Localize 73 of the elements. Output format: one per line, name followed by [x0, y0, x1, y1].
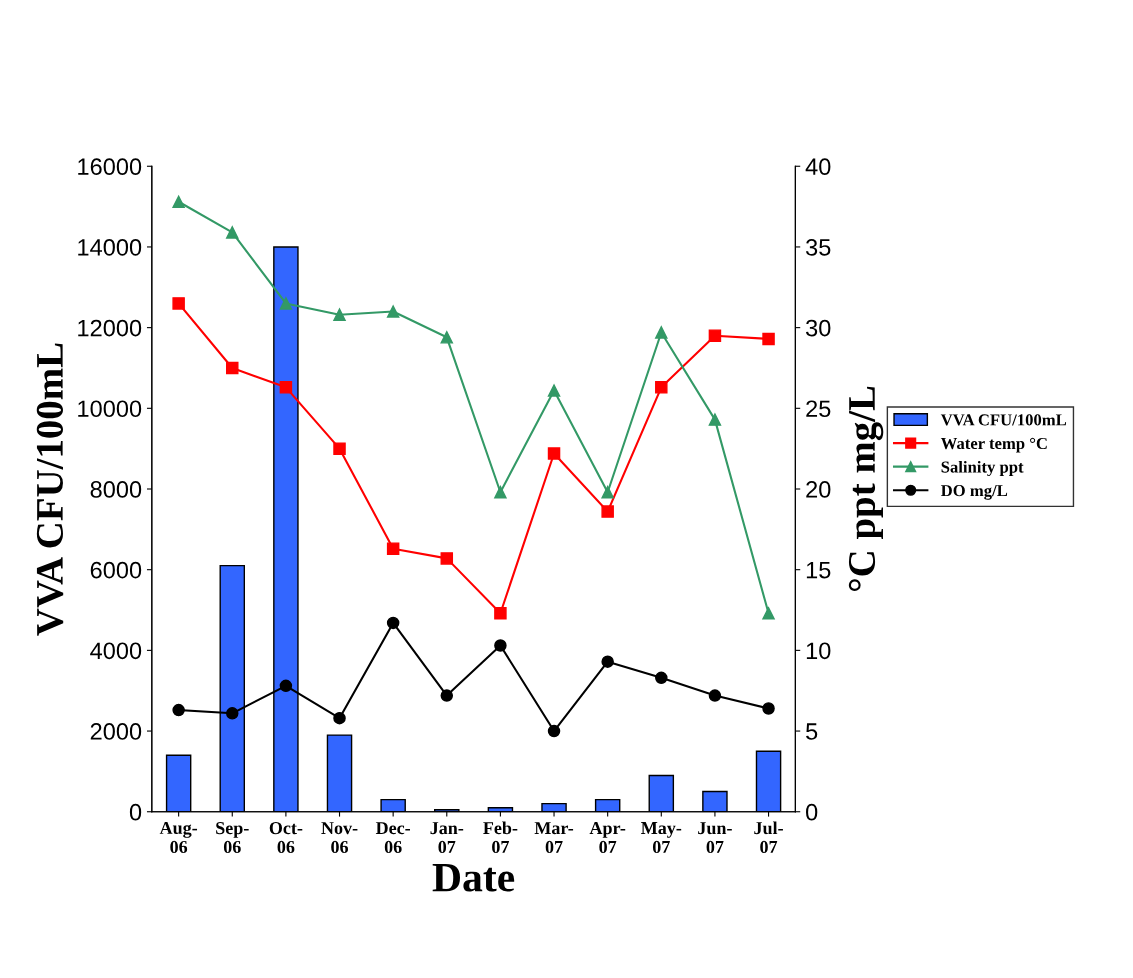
y2-tick-label: 40 [805, 158, 831, 176]
point [601, 505, 614, 518]
point [226, 226, 239, 239]
point [333, 711, 346, 725]
point [279, 679, 293, 693]
x-tick-label: Jul- 07 [754, 821, 783, 854]
point [226, 707, 239, 720]
point [655, 671, 668, 685]
x-tick-label: Apr- 07 [589, 822, 626, 854]
y2-tick-label: 20 [806, 481, 831, 498]
point [440, 689, 454, 702]
point [708, 413, 722, 426]
y-tick-label: 16000 [78, 158, 142, 176]
x-tick-label: Dec- 06 [375, 822, 411, 854]
x-tick-label: Nov- 06 [321, 822, 358, 854]
y2-tick-label: 0 [806, 803, 818, 821]
point [440, 331, 454, 344]
point [601, 485, 614, 499]
point [226, 361, 239, 375]
point [494, 485, 507, 499]
y2-tick-label: 35 [805, 239, 831, 256]
x-tick-label: Aug- 06 [159, 821, 198, 854]
y2-tick-label: 10 [806, 642, 831, 660]
y-tick-label: 2000 [90, 723, 142, 740]
y2-axis-title: °C ppt mg/L [848, 386, 884, 592]
y-tick-label: 10000 [78, 400, 142, 418]
x-tick-label: May- 07 [641, 822, 682, 854]
x-tick-label: Jun- 07 [698, 822, 732, 854]
legend-label: Water temp °C [940, 437, 1047, 453]
legend-label: VVA CFU/100mL [940, 414, 1067, 426]
y2-tick-label: 15 [806, 562, 831, 579]
point [601, 655, 614, 668]
point [762, 702, 775, 715]
point [172, 703, 185, 717]
point [547, 447, 561, 460]
y2-tick-label: 25 [806, 400, 831, 418]
point [172, 297, 185, 310]
point [386, 305, 400, 318]
y-tick-label: 0 [129, 803, 142, 821]
y2-tick-label: 5 [806, 723, 818, 740]
point [708, 329, 722, 342]
x-axis-title: Date [432, 863, 515, 892]
point [655, 326, 668, 339]
point [386, 616, 400, 630]
point [333, 308, 346, 321]
point [708, 689, 722, 702]
point [440, 552, 454, 565]
y2-tick-label: 30 [805, 319, 831, 337]
y-tick-label: 12000 [78, 319, 142, 337]
x-tick-label: Mar- 07 [534, 822, 574, 854]
point [547, 384, 561, 397]
point [494, 639, 507, 652]
x-tick-label: Sep- 06 [216, 822, 249, 854]
point [386, 542, 400, 555]
x-tick-label: Oct- 06 [269, 822, 303, 854]
y-tick-label: 4000 [90, 642, 142, 660]
point [762, 607, 775, 620]
y-axis-title: VVA CFU/100mL [36, 343, 64, 636]
point [547, 724, 561, 738]
point [172, 195, 185, 209]
point [279, 297, 293, 310]
legend-label: Salinity ppt [941, 460, 1024, 477]
point [655, 381, 668, 394]
point [494, 607, 507, 620]
point [762, 332, 775, 346]
x-tick-label: Feb- 07 [483, 821, 518, 854]
point [333, 442, 346, 455]
y-tick-label: 8000 [90, 481, 142, 498]
legend-label: DO mg/L [940, 485, 1008, 500]
y-tick-label: 14000 [78, 239, 142, 256]
y-tick-label: 6000 [90, 561, 142, 579]
x-tick-label: Jan- 07 [430, 822, 464, 854]
point [279, 381, 293, 394]
